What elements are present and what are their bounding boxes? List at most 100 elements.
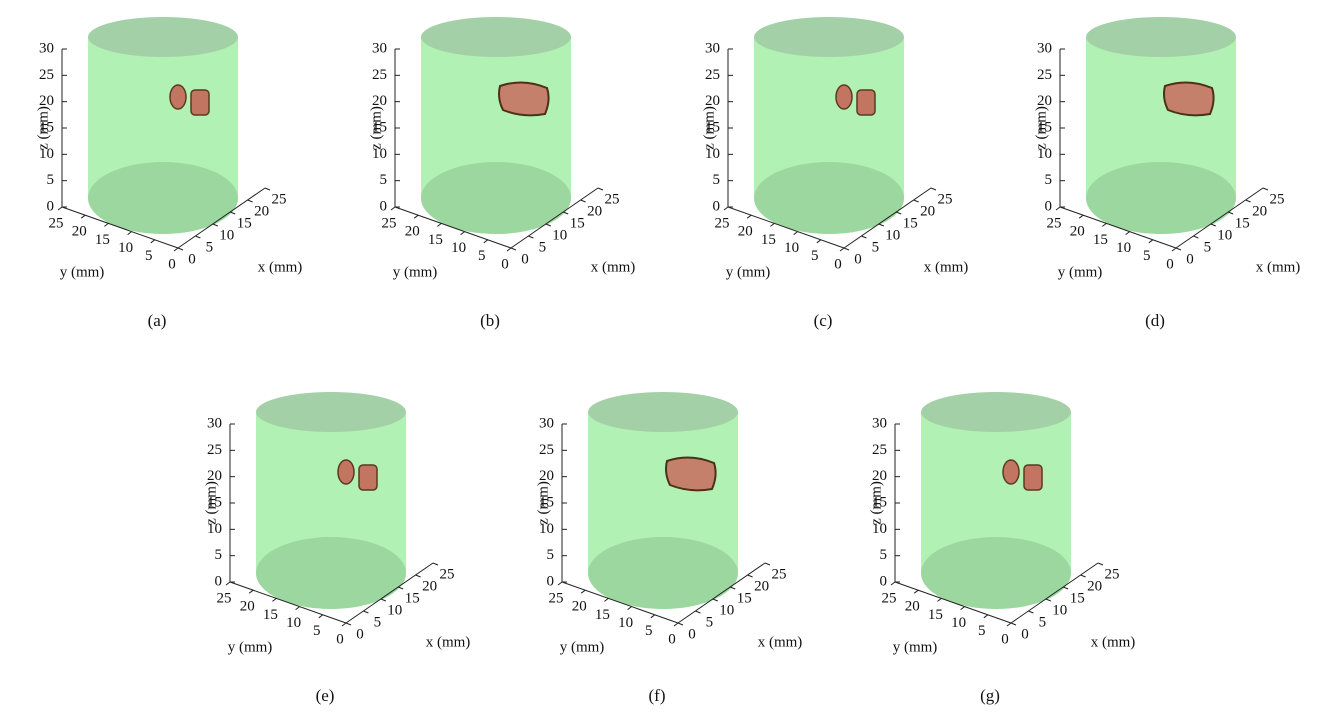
y-tick [81, 215, 85, 218]
x-tick [381, 599, 386, 601]
y-tick-label: 25 [382, 215, 397, 231]
x-tick [248, 200, 253, 202]
z-tick-label: 30 [539, 415, 554, 431]
y-tick [226, 582, 230, 585]
x-tick-label: 10 [719, 602, 734, 618]
y-tick [174, 248, 178, 251]
x-tick [598, 188, 603, 190]
y-tick [984, 615, 988, 618]
x-tick [1263, 188, 1268, 190]
x-axis-label: x (mm) [1091, 634, 1136, 650]
x-tick [528, 236, 533, 238]
x-tick-label: 10 [387, 602, 402, 618]
blob [499, 82, 549, 115]
x-tick-label: 25 [272, 191, 287, 207]
y-tick-label: 5 [145, 248, 153, 264]
y-tick [319, 615, 323, 618]
y-tick [128, 232, 132, 235]
y-tick-label: 5 [313, 623, 321, 639]
x-tick [1176, 248, 1181, 250]
panel-caption: (c) [814, 311, 833, 330]
x-tick [213, 224, 218, 226]
y-tick [794, 232, 798, 235]
y-tick [1079, 215, 1083, 218]
y-tick [1149, 240, 1153, 243]
x-tick-label: 5 [374, 614, 382, 630]
blob [191, 90, 209, 115]
x-tick-label: 20 [754, 578, 769, 594]
y-axis-label: y (mm) [393, 264, 438, 280]
z-axis-label: z (mm) [35, 106, 51, 150]
z-tick-label: 30 [207, 415, 222, 431]
blob [359, 465, 377, 490]
x-axis-label: x (mm) [758, 634, 803, 650]
x-tick [581, 200, 586, 202]
x-tick [433, 563, 438, 565]
z-tick-label: 25 [872, 442, 887, 458]
z-axis-label: z (mm) [1033, 106, 1049, 150]
cylinder-top [88, 17, 238, 57]
panel: 051015202530z (mm)0510152025y (mm)051015… [35, 17, 302, 330]
x-tick-label: 20 [254, 203, 269, 219]
z-tick-label: 5 [880, 547, 888, 563]
y-tick-label: 25 [715, 215, 730, 231]
x-axis-label: x (mm) [924, 259, 969, 275]
y-tick-label: 20 [572, 599, 587, 615]
y-tick-label: 0 [668, 631, 676, 647]
x-tick-label: 5 [1204, 239, 1212, 255]
x-tick [931, 188, 936, 190]
y-tick [770, 223, 774, 226]
x-tick [1211, 224, 1216, 226]
cylinder-bottom [588, 537, 738, 609]
cylinder-top [588, 392, 738, 432]
z-tick-label: 5 [380, 172, 388, 188]
y-tick-label: 10 [286, 615, 301, 631]
x-tick [695, 611, 700, 613]
y-tick [1007, 623, 1011, 626]
blob [836, 85, 852, 109]
z-axis-label: z (mm) [868, 481, 884, 525]
x-tick [1046, 599, 1051, 601]
y-tick [151, 240, 155, 243]
y-tick-label: 15 [928, 607, 943, 623]
x-tick-label: 5 [539, 239, 547, 255]
x-tick-label: 5 [1039, 614, 1047, 630]
x-tick-label: 15 [237, 215, 252, 231]
y-tick [272, 598, 276, 601]
x-axis-label: x (mm) [591, 259, 636, 275]
y-tick [747, 215, 751, 218]
x-tick-label: 5 [706, 614, 714, 630]
y-tick-label: 10 [118, 240, 133, 256]
y-tick [1056, 207, 1060, 210]
z-tick-label: 25 [539, 442, 554, 458]
x-tick-label: 25 [1105, 566, 1120, 582]
x-tick [195, 236, 200, 238]
x-tick [1246, 200, 1251, 202]
y-tick-label: 10 [1116, 240, 1131, 256]
y-tick [674, 623, 678, 626]
panel-caption: (e) [316, 686, 335, 705]
cylinder-bottom [921, 537, 1071, 609]
y-tick-label: 15 [95, 232, 110, 248]
x-tick-label: 5 [206, 239, 214, 255]
y-tick [604, 598, 608, 601]
y-tick-label: 5 [811, 248, 819, 264]
blob [1024, 465, 1042, 490]
y-tick-label: 20 [405, 224, 420, 240]
blob [1003, 460, 1019, 484]
z-tick-label: 5 [1045, 172, 1053, 188]
z-axis-label: z (mm) [701, 106, 717, 150]
cylinder-top [754, 17, 904, 57]
x-tick-label: 20 [1252, 203, 1267, 219]
y-tick-label: 5 [478, 248, 486, 264]
panel: 051015202530z (mm)0510152025y (mm)051015… [1033, 17, 1300, 330]
x-tick-label: 20 [920, 203, 935, 219]
y-tick [840, 248, 844, 251]
z-tick-label: 0 [713, 198, 721, 214]
y-tick [1172, 248, 1176, 251]
x-tick-label: 10 [219, 227, 234, 243]
x-tick [879, 224, 884, 226]
z-tick-label: 0 [380, 198, 388, 214]
x-tick-label: 25 [605, 191, 620, 207]
y-tick [391, 207, 395, 210]
